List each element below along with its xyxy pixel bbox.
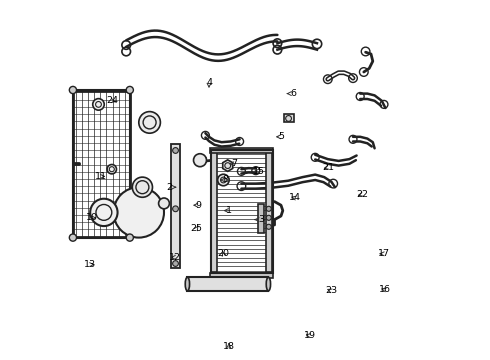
Bar [210,273,273,278]
Circle shape [126,234,133,241]
Circle shape [266,215,271,220]
Text: 18: 18 [223,342,235,351]
Circle shape [126,86,133,94]
Text: 24: 24 [106,96,118,105]
Ellipse shape [185,277,190,291]
Text: 7: 7 [230,159,237,168]
Circle shape [114,187,164,238]
Polygon shape [266,151,272,272]
Text: 5: 5 [277,132,284,141]
Text: 15: 15 [253,166,266,175]
Circle shape [159,198,170,209]
Circle shape [69,234,76,241]
Polygon shape [73,90,130,238]
Circle shape [69,86,76,94]
Text: 13: 13 [84,260,96,269]
Text: 1: 1 [224,206,232,215]
Text: 10: 10 [86,213,98,222]
Text: 16: 16 [379,285,392,294]
Polygon shape [223,160,233,171]
Text: 25: 25 [191,224,202,233]
Text: 21: 21 [322,163,334,172]
Circle shape [172,261,178,266]
Text: 12: 12 [169,253,181,262]
Text: 8: 8 [221,175,228,184]
Circle shape [139,112,160,133]
Text: 23: 23 [325,287,338,295]
Bar [210,148,273,153]
Circle shape [172,206,178,212]
Text: 14: 14 [290,194,301,202]
Text: 9: 9 [194,201,201,210]
Text: 2: 2 [167,183,175,192]
Text: 19: 19 [304,331,316,340]
Polygon shape [211,151,217,272]
Circle shape [90,199,118,226]
Circle shape [194,154,206,167]
Text: 17: 17 [378,249,390,258]
Bar [187,277,269,291]
Text: 11: 11 [95,172,107,181]
Circle shape [172,148,178,153]
Text: 4: 4 [206,78,212,87]
Text: 6: 6 [287,89,296,98]
Text: 20: 20 [218,249,229,258]
Polygon shape [171,144,180,268]
Circle shape [266,206,271,211]
Circle shape [132,177,152,197]
Bar [284,114,294,122]
Text: 22: 22 [356,190,368,199]
Text: 3: 3 [255,215,264,224]
Circle shape [107,165,117,174]
Circle shape [266,224,271,229]
Ellipse shape [266,277,270,291]
Circle shape [218,174,229,186]
Circle shape [93,99,104,110]
Bar [258,204,264,233]
